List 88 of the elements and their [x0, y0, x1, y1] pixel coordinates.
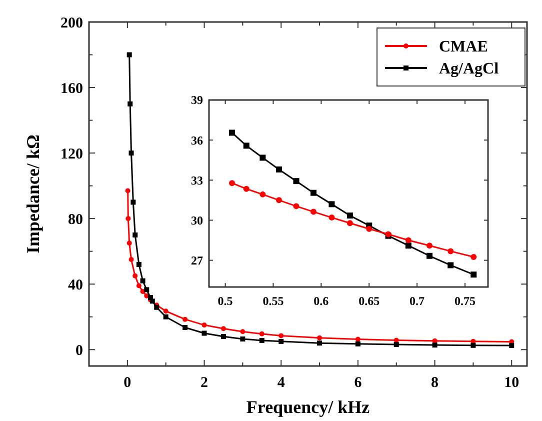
point: [182, 325, 188, 330]
point: [130, 200, 136, 205]
point: [243, 186, 250, 192]
y-tick-label: 40: [68, 277, 83, 294]
point: [432, 342, 438, 348]
point: [144, 287, 150, 292]
point: [240, 329, 246, 334]
point: [259, 338, 264, 343]
x-tick-label: 0.65: [358, 294, 380, 308]
point: [136, 283, 142, 288]
point: [310, 190, 317, 196]
x-tick-label: 0.55: [262, 294, 284, 308]
point: [470, 254, 477, 260]
point: [328, 201, 335, 208]
point: [126, 52, 132, 58]
point: [346, 220, 353, 226]
x-tick-label: 4: [277, 375, 286, 391]
y-tick-label: 36: [191, 133, 203, 148]
point: [163, 314, 168, 320]
point: [317, 340, 322, 346]
point: [202, 330, 207, 336]
point: [448, 248, 454, 254]
point: [220, 334, 226, 340]
x-tick-label: 0.75: [454, 294, 476, 308]
point: [310, 208, 317, 215]
point: [229, 130, 236, 136]
x-tick-label: 0.7: [410, 294, 425, 308]
point: [126, 216, 131, 222]
x-axis-title: Frequency/ kHz: [246, 397, 370, 417]
point: [128, 150, 134, 156]
point: [128, 257, 134, 262]
point: [366, 226, 372, 232]
x-tick-label: 8: [431, 375, 439, 391]
y-tick-label: 33: [191, 173, 203, 188]
y-tick-label: 120: [60, 146, 83, 162]
y-axis-title: Impedance/ kΩ: [23, 134, 43, 254]
x-tick-label: 0: [124, 375, 132, 391]
point: [426, 252, 433, 259]
y-tick-label: 39: [191, 93, 203, 108]
point: [328, 214, 335, 221]
y-tick-label: 200: [60, 15, 83, 32]
point: [260, 191, 266, 198]
point: [293, 178, 300, 184]
point: [317, 335, 322, 340]
x-tick-label: 6: [354, 375, 362, 391]
point: [278, 338, 284, 344]
point: [355, 336, 360, 342]
point: [240, 336, 246, 342]
x-tick-label: 2: [200, 375, 208, 391]
point: [182, 316, 188, 322]
point: [509, 343, 514, 348]
point: [229, 180, 236, 186]
point: [140, 278, 146, 284]
point: [426, 242, 433, 249]
x-tick-label: 0.6: [314, 294, 329, 308]
point: [346, 212, 353, 219]
legend-label: Ag/AgCl: [439, 60, 500, 78]
point: [220, 326, 226, 332]
point: [243, 142, 250, 149]
point: [202, 322, 207, 328]
point: [125, 188, 130, 194]
point: [448, 262, 454, 268]
y-tick-label: 160: [60, 80, 83, 97]
point: [405, 237, 412, 244]
point: [470, 272, 477, 278]
point: [355, 341, 360, 346]
y-tick-label: 80: [68, 212, 83, 228]
point: [405, 242, 412, 249]
point: [276, 166, 282, 172]
y-tick-label: 0: [76, 342, 83, 359]
x-tick-label: 0.5: [218, 294, 233, 308]
point: [293, 203, 300, 210]
point: [260, 154, 266, 161]
legend-label: CMAE: [439, 38, 488, 56]
point: [163, 308, 168, 314]
point: [259, 331, 264, 336]
y-tick-label: 27: [191, 253, 203, 268]
point: [126, 240, 132, 246]
y-tick-label: 30: [191, 213, 203, 228]
point: [136, 262, 142, 267]
point: [132, 273, 138, 278]
point: [128, 101, 133, 106]
point: [278, 333, 284, 338]
point: [132, 232, 138, 238]
point: [470, 342, 476, 348]
point: [276, 197, 282, 204]
point: [394, 342, 399, 348]
x-tick-label: 10: [504, 375, 520, 391]
